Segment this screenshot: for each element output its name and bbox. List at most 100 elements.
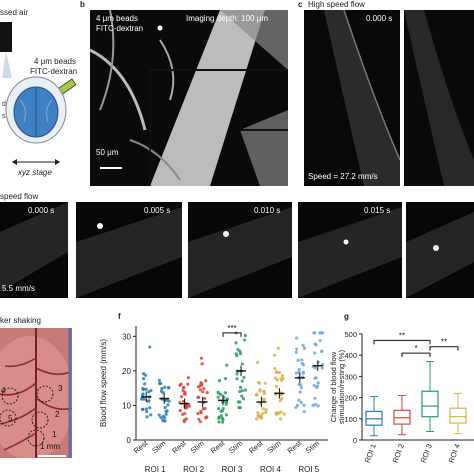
roi-label-3: 3 — [58, 384, 63, 393]
data-point — [165, 409, 169, 413]
condition-label: Stim — [265, 439, 282, 456]
significance-label: * — [414, 344, 417, 353]
panel-c-time: 0.000 s — [366, 14, 393, 23]
data-point — [301, 343, 305, 348]
svg-text:s: s — [2, 113, 6, 120]
data-point — [223, 391, 227, 395]
panel-d-title: speed flow — [0, 192, 39, 201]
data-point — [243, 338, 247, 342]
condition-label: Rest — [285, 438, 303, 455]
data-point — [183, 392, 187, 396]
data-point — [187, 404, 191, 408]
panel-e-title: ker shaking — [0, 316, 41, 325]
data-point — [157, 413, 161, 417]
data-point — [314, 376, 318, 380]
data-point — [243, 333, 247, 338]
data-point — [255, 360, 260, 364]
data-point — [312, 384, 316, 388]
data-point — [224, 400, 228, 404]
panel-b-image: 4 μm beads FITC-dextran Imaging depth: 1… — [90, 10, 288, 186]
data-point — [183, 412, 187, 416]
data-point — [205, 415, 209, 419]
brain-surface-photo — [0, 328, 72, 458]
data-point — [274, 384, 278, 388]
data-point — [263, 381, 267, 385]
data-point — [166, 403, 170, 407]
panel-b-dextran: FITC-dextran — [96, 24, 144, 33]
y-tick-label: 300 — [344, 372, 357, 381]
data-point — [142, 397, 146, 401]
data-point — [148, 406, 152, 410]
data-point — [257, 381, 262, 385]
data-point — [277, 411, 281, 415]
data-point — [145, 409, 149, 414]
data-point — [146, 399, 150, 403]
data-point — [198, 420, 202, 424]
data-point — [259, 414, 263, 418]
y-tick-label: 200 — [344, 394, 357, 403]
data-point — [295, 403, 300, 407]
data-point — [298, 390, 302, 394]
panel-d-time-3: 0.015 s — [364, 206, 391, 215]
panel-d-vessel-4 — [406, 212, 474, 298]
roi-category-label: ROI 2 — [183, 465, 204, 474]
data-point — [300, 358, 304, 362]
data-point — [147, 390, 151, 394]
mouse-illustration: d s — [0, 22, 77, 165]
data-point — [315, 384, 320, 388]
data-point — [159, 415, 163, 420]
significance-bracket — [429, 346, 459, 351]
data-point — [255, 417, 259, 421]
data-point — [178, 408, 182, 413]
panel-a-dextran-label: FITC-dextran — [30, 67, 78, 76]
panel-e-scale: 1 mm — [40, 442, 60, 451]
data-point — [264, 410, 268, 415]
data-point — [163, 385, 167, 389]
data-point — [320, 349, 324, 353]
panel-d-speed: 5.5 mm/s — [2, 284, 35, 293]
panel-d-vessel-2 — [188, 207, 292, 298]
roi-category-label: ROI 1 — [363, 443, 378, 464]
data-point — [235, 377, 239, 381]
data-point — [235, 372, 239, 376]
data-point — [313, 366, 318, 370]
data-point — [157, 378, 162, 383]
data-point — [294, 350, 298, 354]
y-tick-label: 100 — [344, 415, 357, 424]
y-tick-label: 0 — [353, 436, 357, 445]
data-point — [186, 382, 190, 386]
panel-d-time-0: 0.000 s — [28, 206, 55, 215]
data-point — [201, 407, 205, 411]
panel-d-image-4 — [406, 202, 474, 298]
y-tick-label: 400 — [344, 351, 357, 360]
significance-label: ** — [441, 338, 447, 347]
data-point — [320, 331, 325, 335]
data-point — [196, 395, 200, 399]
data-point — [235, 354, 239, 358]
panel-b-depth: Imaging depth: 100 μm — [186, 14, 268, 23]
data-point — [241, 397, 246, 401]
panel-c-vessel-1 — [304, 10, 400, 186]
condition-label: Rest — [170, 438, 188, 455]
data-point — [240, 389, 244, 393]
data-point — [296, 358, 300, 363]
panel-c-letter: c — [298, 0, 303, 9]
data-point — [216, 395, 220, 399]
panel-d-vessel-1 — [76, 207, 182, 298]
data-point — [144, 407, 148, 411]
panel-c-vessel-2 — [404, 10, 474, 186]
roi-label-4: 4 — [1, 386, 6, 395]
y-axis-label: Blood flow speed (mm/s) — [99, 339, 108, 427]
data-point — [262, 389, 266, 394]
roi-category-label: ROI 3 — [419, 443, 434, 464]
data-point — [255, 392, 259, 396]
data-point — [297, 382, 301, 387]
data-point — [320, 366, 324, 370]
data-point — [260, 411, 265, 416]
data-point — [299, 400, 303, 405]
data-point — [236, 400, 240, 404]
panel-d-image-1: 0.005 s — [76, 202, 182, 298]
data-point — [217, 406, 221, 411]
roi-category-label: ROI 2 — [391, 443, 406, 464]
